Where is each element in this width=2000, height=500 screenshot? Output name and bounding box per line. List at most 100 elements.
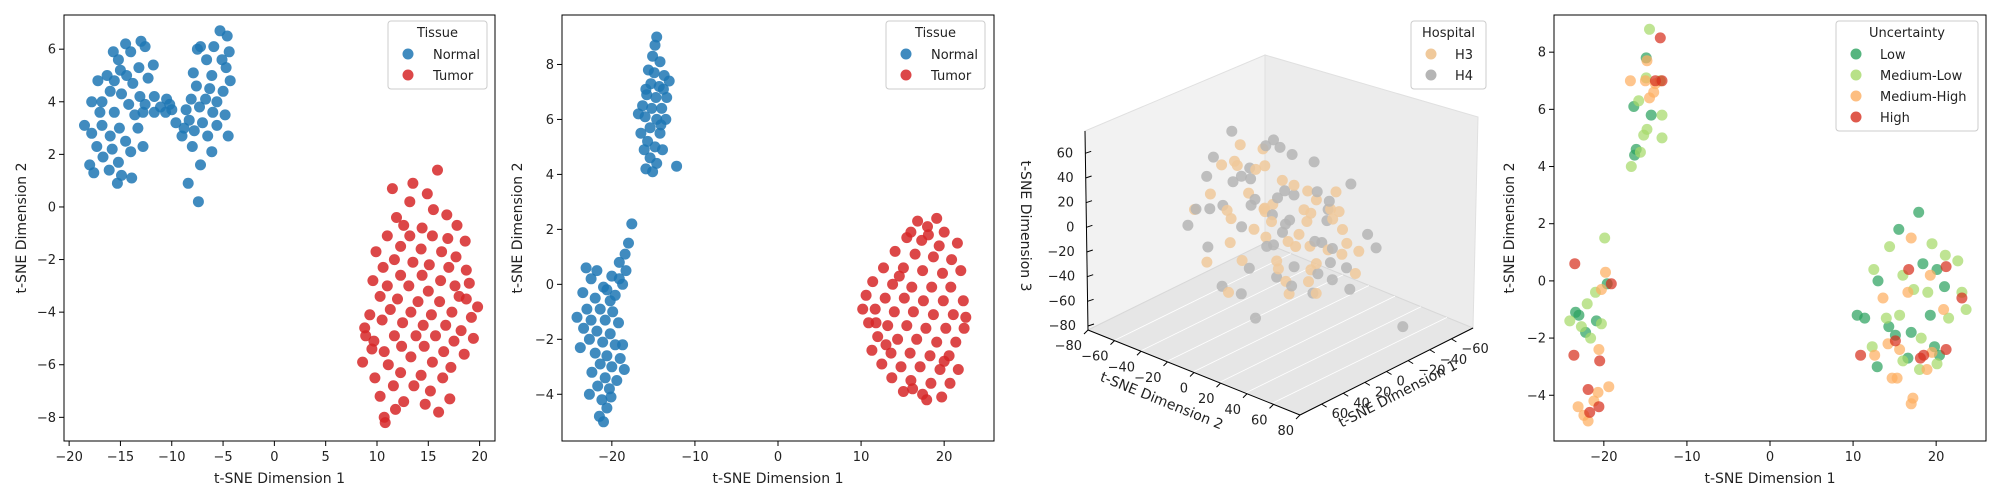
panel-1-x-ticks: −20 −15 −10 −5 0 5 10 15 20 [55, 441, 488, 465]
point-h4-39 [1272, 192, 1283, 204]
point-normal-45 [103, 164, 115, 176]
y-tick-label: 0 [48, 200, 56, 215]
point-high-12 [1855, 349, 1867, 361]
point-normal-34 [640, 83, 652, 95]
point-h3-42 [1330, 186, 1342, 198]
point-tumor-2 [922, 221, 933, 233]
point-normal-38 [91, 141, 103, 152]
point-normal-53 [594, 303, 606, 315]
y-tick-mark [1269, 404, 1274, 409]
point-tumor-63 [870, 317, 882, 329]
point-h3-19 [1236, 255, 1248, 266]
point-medium-low-8 [1634, 146, 1646, 158]
point-medium-low-3 [1633, 95, 1645, 107]
y-tick-label: −40 [1108, 360, 1135, 375]
point-tumor-57 [448, 335, 460, 347]
panel-3-legend-marker-h3 [1425, 48, 1437, 60]
panel-3-z-axis-line [1084, 130, 1089, 331]
point-h4-31 [1202, 241, 1214, 253]
point-tumor-56 [925, 377, 937, 389]
point-normal-37 [619, 248, 631, 260]
point-tumor-34 [882, 320, 894, 332]
point-normal-13 [637, 100, 649, 112]
grid-line [1217, 295, 1396, 384]
y-tick-mark [1189, 372, 1195, 377]
point-high-13 [1889, 335, 1901, 347]
point-tumor-31 [927, 309, 939, 321]
panel-1-legend-marker-tumor [402, 69, 414, 81]
x-tick-label: 0 [270, 450, 278, 465]
panel-3-legend-title: Hospital [1422, 26, 1475, 41]
point-h3-9 [1301, 216, 1313, 227]
panel-1-legend-box [387, 20, 488, 90]
point-normal-52 [581, 303, 593, 315]
point-tumor-42 [405, 306, 417, 318]
point-medium-high-17 [1902, 286, 1914, 298]
point-medium-high-4 [1624, 75, 1636, 87]
point-normal-70 [606, 361, 618, 373]
x-tick-label: −20 [1418, 364, 1445, 379]
point-medium-high-8 [1593, 344, 1605, 355]
point-tumor-24 [377, 261, 389, 273]
point-h3-24 [1310, 287, 1322, 299]
point-tumor-18 [370, 246, 382, 258]
point-normal-29 [647, 166, 659, 178]
point-normal-34 [132, 122, 144, 134]
point-normal-54 [607, 306, 619, 318]
point-normal-35 [86, 127, 98, 139]
point-normal-13 [108, 75, 120, 87]
point-medium-high-12 [1582, 415, 1594, 427]
point-normal-0 [120, 38, 132, 50]
point-normal-39 [620, 265, 632, 277]
point-tumor-16 [955, 265, 967, 277]
z-tick-mark [1087, 323, 1095, 327]
point-normal-25 [657, 144, 668, 156]
y-tick-label: 0 [546, 278, 554, 293]
point-h4-22 [1312, 268, 1324, 280]
point-tumor-17 [867, 276, 879, 288]
point-tumor-54 [886, 372, 898, 384]
point-h4-14 [1235, 170, 1247, 182]
point-medium-high-3 [1644, 92, 1655, 104]
point-medium-low-32 [1931, 358, 1943, 370]
z-tick-label: 20 [1057, 196, 1074, 211]
panel-3-legend-label-h4: H4 [1455, 69, 1473, 84]
panel-4-y-ticks: −4 −2 0 2 4 6 8 [1527, 46, 1554, 404]
point-tumor-6 [391, 212, 402, 223]
point-tumor-7 [441, 209, 453, 221]
point-low-17 [1924, 309, 1936, 321]
point-medium-high-5 [1639, 75, 1651, 87]
point-medium-low-22 [1952, 255, 1964, 267]
z-tick-label: −20 [1047, 245, 1074, 260]
point-medium-low-6 [1656, 132, 1668, 144]
point-tumor-0 [432, 164, 443, 176]
point-normal-59 [578, 322, 590, 334]
point-tumor-19 [436, 246, 448, 258]
point-normal-65 [185, 93, 197, 105]
point-normal-57 [599, 314, 611, 326]
y-tick-label: −2 [1527, 332, 1546, 347]
point-tumor-52 [455, 325, 467, 337]
point-tumor-64 [857, 303, 869, 315]
point-tumor-39 [872, 331, 884, 343]
point-normal-30 [671, 160, 683, 172]
point-medium-low-10 [1599, 232, 1611, 244]
point-tumor-47 [924, 350, 936, 362]
y-tick-mark [1110, 340, 1115, 345]
point-tumor-51 [914, 361, 926, 373]
point-tumor-9 [909, 248, 921, 260]
point-h4-17 [1236, 221, 1248, 233]
point-tumor-1 [407, 177, 419, 189]
y-tick-label: −2 [535, 333, 554, 348]
panel-4-legend-title: Uncertainty [1869, 26, 1945, 41]
point-normal-12 [661, 92, 673, 103]
point-h3-15 [1221, 204, 1233, 216]
panel-1-frame [63, 14, 496, 442]
point-h4-33 [1190, 203, 1202, 215]
point-h4-24 [1344, 283, 1356, 295]
point-tumor-49 [876, 358, 888, 370]
panel-4-x-ticks: −20 −10 0 10 20 [1590, 441, 1944, 465]
point-normal-14 [646, 102, 658, 114]
point-normal-36 [104, 130, 116, 142]
